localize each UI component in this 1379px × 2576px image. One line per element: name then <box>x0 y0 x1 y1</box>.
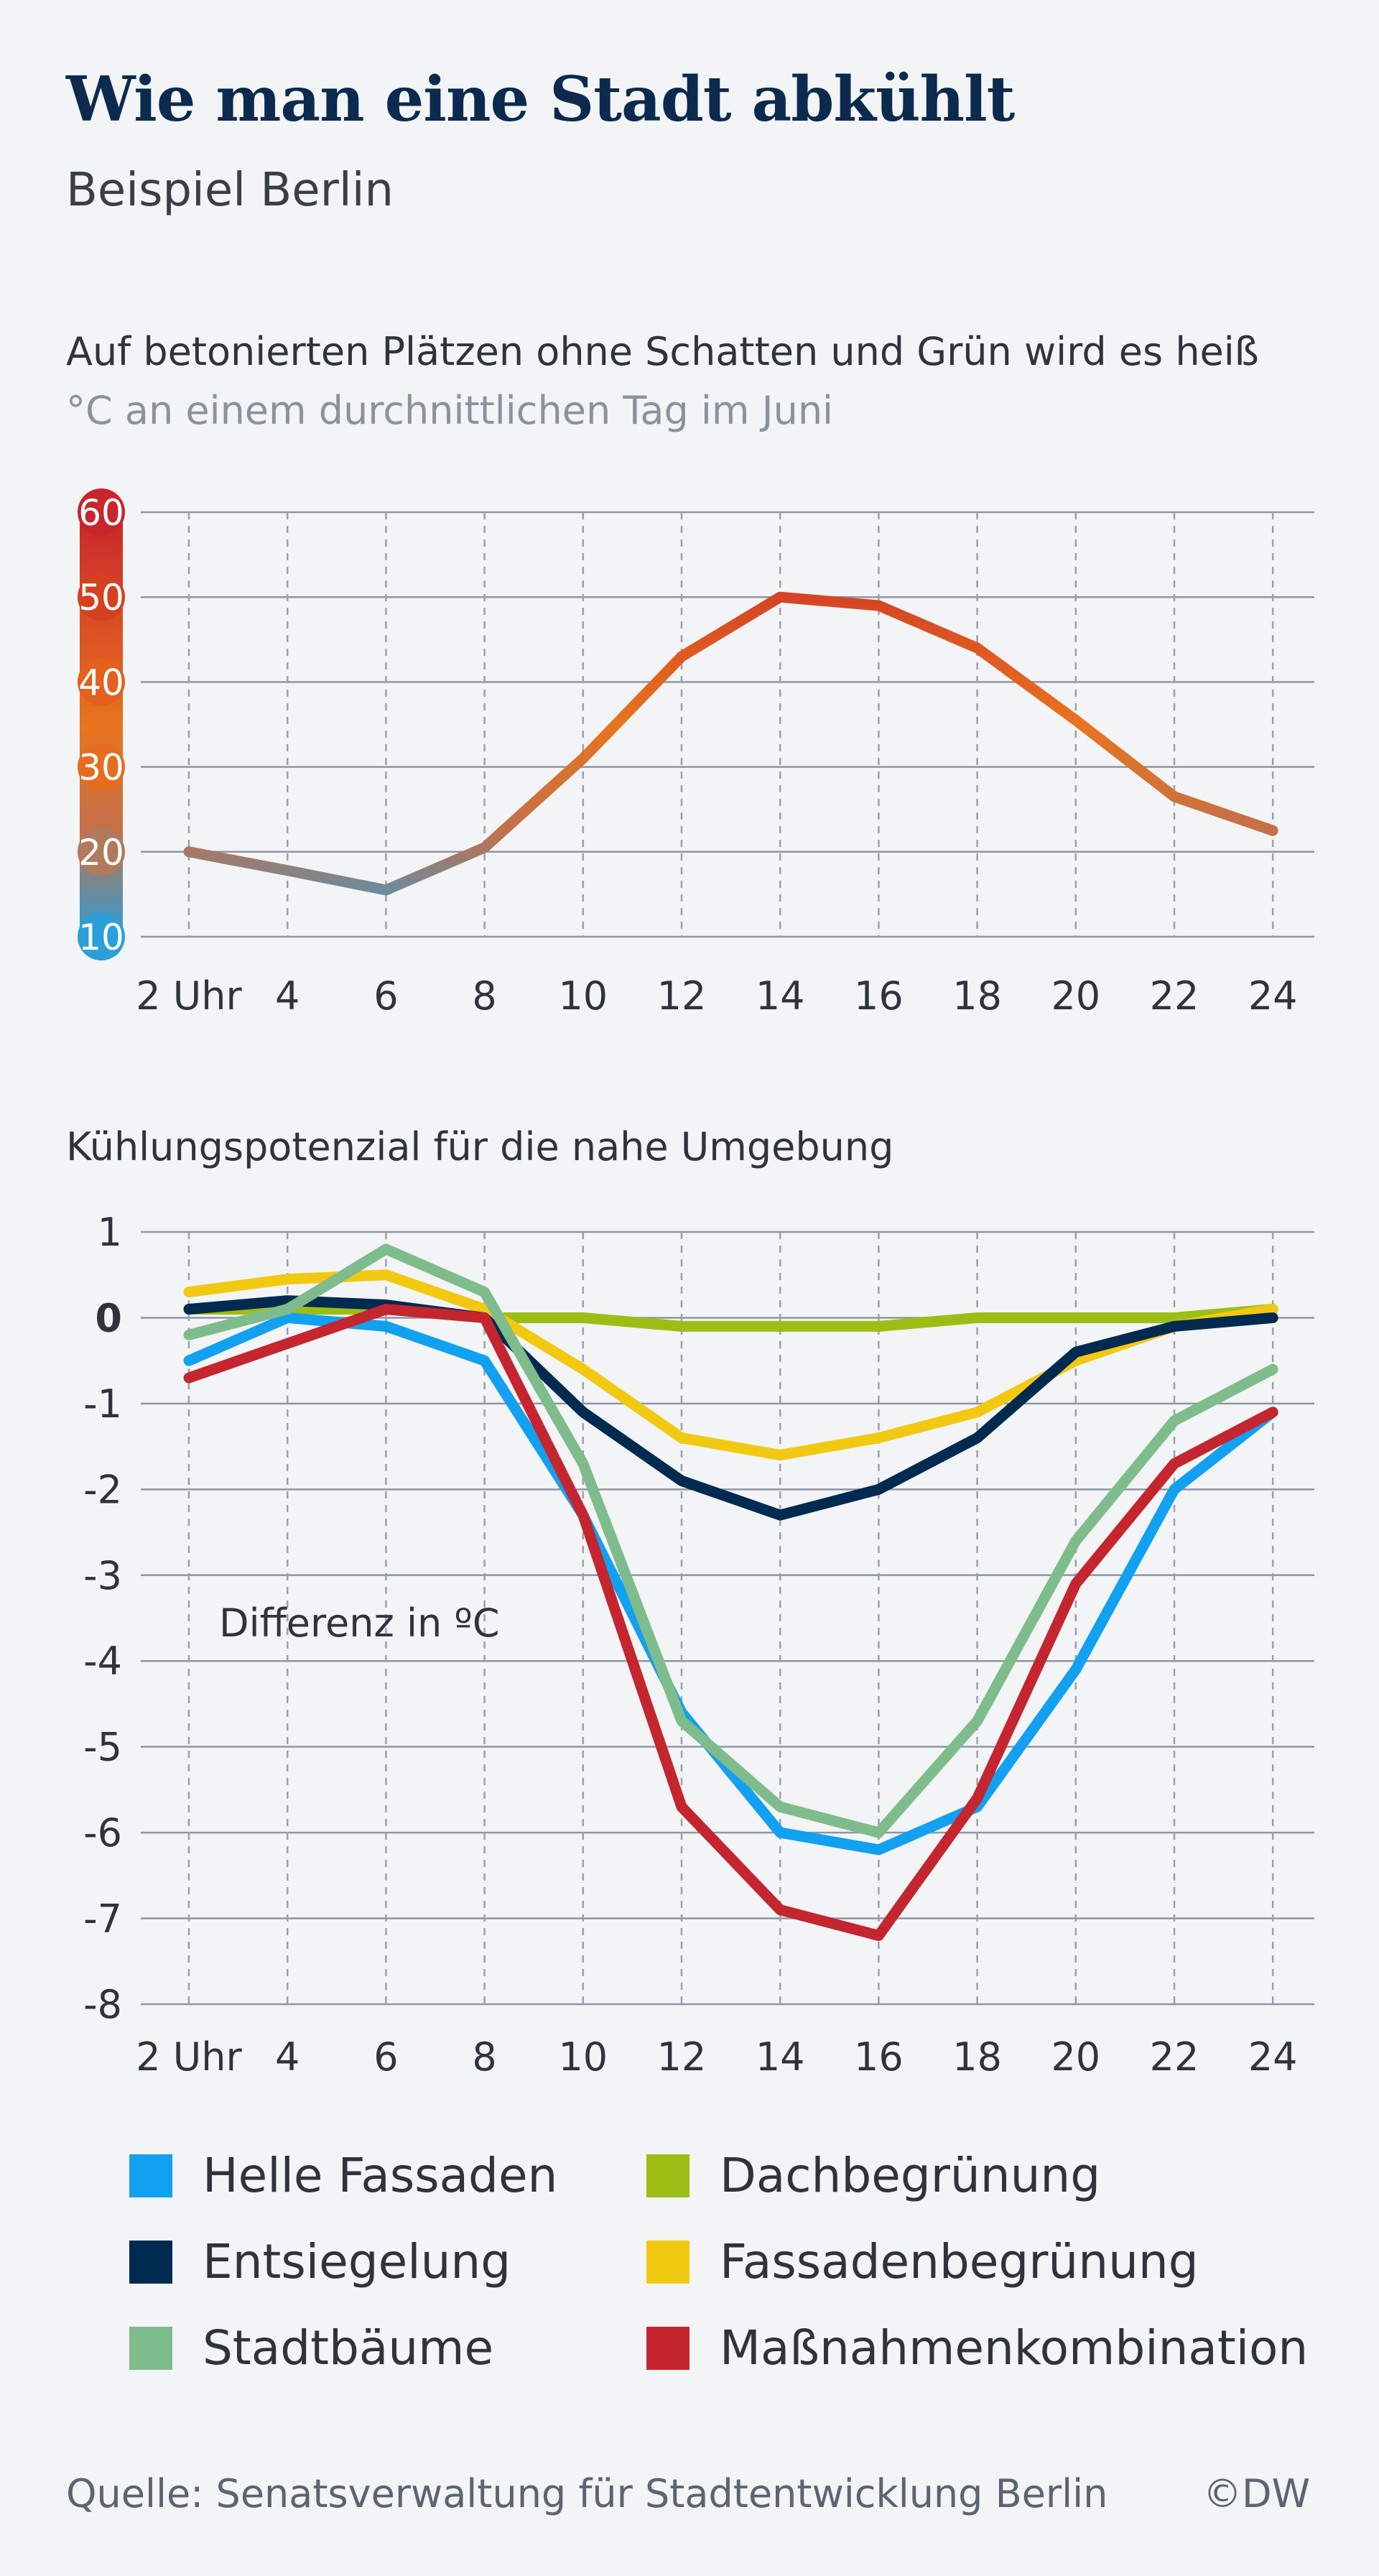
y-tick-badge <box>78 743 125 791</box>
legend-item: Maßnahmenkombination <box>646 2320 1308 2376</box>
legend-item: Dachbegrünung <box>646 2148 1100 2203</box>
x-tick-label: 20 <box>1051 973 1100 1019</box>
y-tick-badge <box>78 573 125 621</box>
x-tick-label: 22 <box>1150 2034 1199 2080</box>
x-tick-label: 8 <box>472 2034 496 2080</box>
series-line <box>183 1243 1278 1838</box>
x-tick-label: 18 <box>952 973 1002 1019</box>
legend-item: Helle Fassaden <box>129 2148 557 2203</box>
y-tick-label: 0 <box>95 1295 122 1340</box>
x-tick-label: 4 <box>275 2034 300 2080</box>
y-tick-badge <box>78 488 125 536</box>
temperature-line <box>183 591 1278 896</box>
y-tick-label: -4 <box>83 1639 122 1684</box>
legend-swatch <box>129 2154 172 2197</box>
legend-label: Helle Fassaden <box>203 2148 558 2203</box>
x-tick-label: 4 <box>275 973 300 1019</box>
temperature-chart: 10 20 30 40 50 60 2 Uhr 4 6 8 10 12 14 16 18 20 22 24 <box>78 488 1314 1019</box>
x-tick-label: 24 <box>1248 2034 1298 2080</box>
x-tick-label: 12 <box>657 2034 707 2080</box>
credit: ©DW <box>1203 2471 1310 2516</box>
x-tick-label: 14 <box>756 2034 805 2080</box>
series-line <box>183 1304 1278 1941</box>
series-line <box>183 1312 1278 1855</box>
x-tick-label: 10 <box>558 973 608 1019</box>
x-tick-label: 6 <box>373 2034 398 2080</box>
y-tick-label: -5 <box>83 1725 122 1770</box>
x-tick-label: 16 <box>854 973 904 1019</box>
y-tick-label: -2 <box>83 1467 122 1512</box>
page-subtitle: Beispiel Berlin <box>66 164 394 217</box>
x-tick-label: 20 <box>1051 2034 1100 2080</box>
legend-swatch <box>646 2240 690 2284</box>
legend-swatch <box>129 2326 172 2370</box>
source-note: Quelle: Senatsverwaltung für Stadtentwic… <box>66 2471 1108 2516</box>
legend-item: Stadtbäume <box>129 2320 493 2376</box>
x-tick-label: 16 <box>854 2034 904 2080</box>
legend-swatch <box>646 2326 690 2370</box>
chart1-title: Auf betonierten Plätzen ohne Schatten un… <box>66 329 1259 374</box>
y-tick-label: -7 <box>83 1896 122 1942</box>
x-tick-label: 18 <box>952 2034 1002 2080</box>
series-line <box>183 1295 1278 1521</box>
x-tick-label: 24 <box>1248 973 1298 1019</box>
chart2-annotation: Differenz in ºC <box>219 1600 500 1646</box>
y-tick-label: 20 <box>78 832 124 874</box>
x-tick-label: 12 <box>657 973 707 1019</box>
y-tick-label: 40 <box>78 662 124 703</box>
y-tick-badge <box>78 658 125 706</box>
legend-swatch <box>646 2154 690 2197</box>
series-line <box>183 1269 1278 1461</box>
x-tick-label: 10 <box>558 2034 608 2080</box>
x-tick-label: 22 <box>1150 973 1199 1019</box>
y-tick-label: -1 <box>83 1381 122 1427</box>
x-tick-label: 6 <box>373 973 398 1019</box>
y-tick-label: 1 <box>98 1210 122 1255</box>
y-tick-badge <box>78 828 125 876</box>
y-tick-label: -8 <box>83 1982 122 2027</box>
legend-label: Dachbegrünung <box>720 2148 1101 2203</box>
x-tick-label: 2 Uhr <box>136 2034 242 2080</box>
legend-label: Stadtbäume <box>203 2320 494 2376</box>
y-tick-badge <box>78 913 125 960</box>
legend-label: Fassadenbegrünung <box>720 2234 1199 2289</box>
legend-swatch <box>129 2240 172 2284</box>
chart2-title: Kühlungspotenzial für die nahe Umgebung <box>66 1124 894 1169</box>
x-tick-label: 8 <box>472 973 496 1019</box>
chart1-subtitle: °C an einem durchnittlichen Tag im Juni <box>66 388 834 433</box>
y-tick-label: -6 <box>83 1810 122 1855</box>
x-tick-label: 2 Uhr <box>136 973 242 1019</box>
x-tick-label: 14 <box>756 973 805 1019</box>
y-tick-label: 30 <box>78 747 124 789</box>
page-title: Wie man eine Stadt abkühlt <box>66 63 1015 136</box>
legend-item: Entsiegelung <box>129 2234 511 2289</box>
cooling-chart: 10-1-2-3-4-5-6-7-82 Uhr 4 6 8 10 12 14 16 18 20 22… <box>83 1210 1314 2080</box>
y-tick-label: -3 <box>83 1553 122 1598</box>
legend-item: Fassadenbegrünung <box>646 2234 1199 2289</box>
legend-label: Entsiegelung <box>203 2234 511 2289</box>
y-tick-label: 60 <box>78 492 124 534</box>
y-tick-label: 10 <box>78 917 124 958</box>
legend-label: Maßnahmenkombination <box>720 2320 1309 2376</box>
y-tick-label: 50 <box>78 577 124 618</box>
